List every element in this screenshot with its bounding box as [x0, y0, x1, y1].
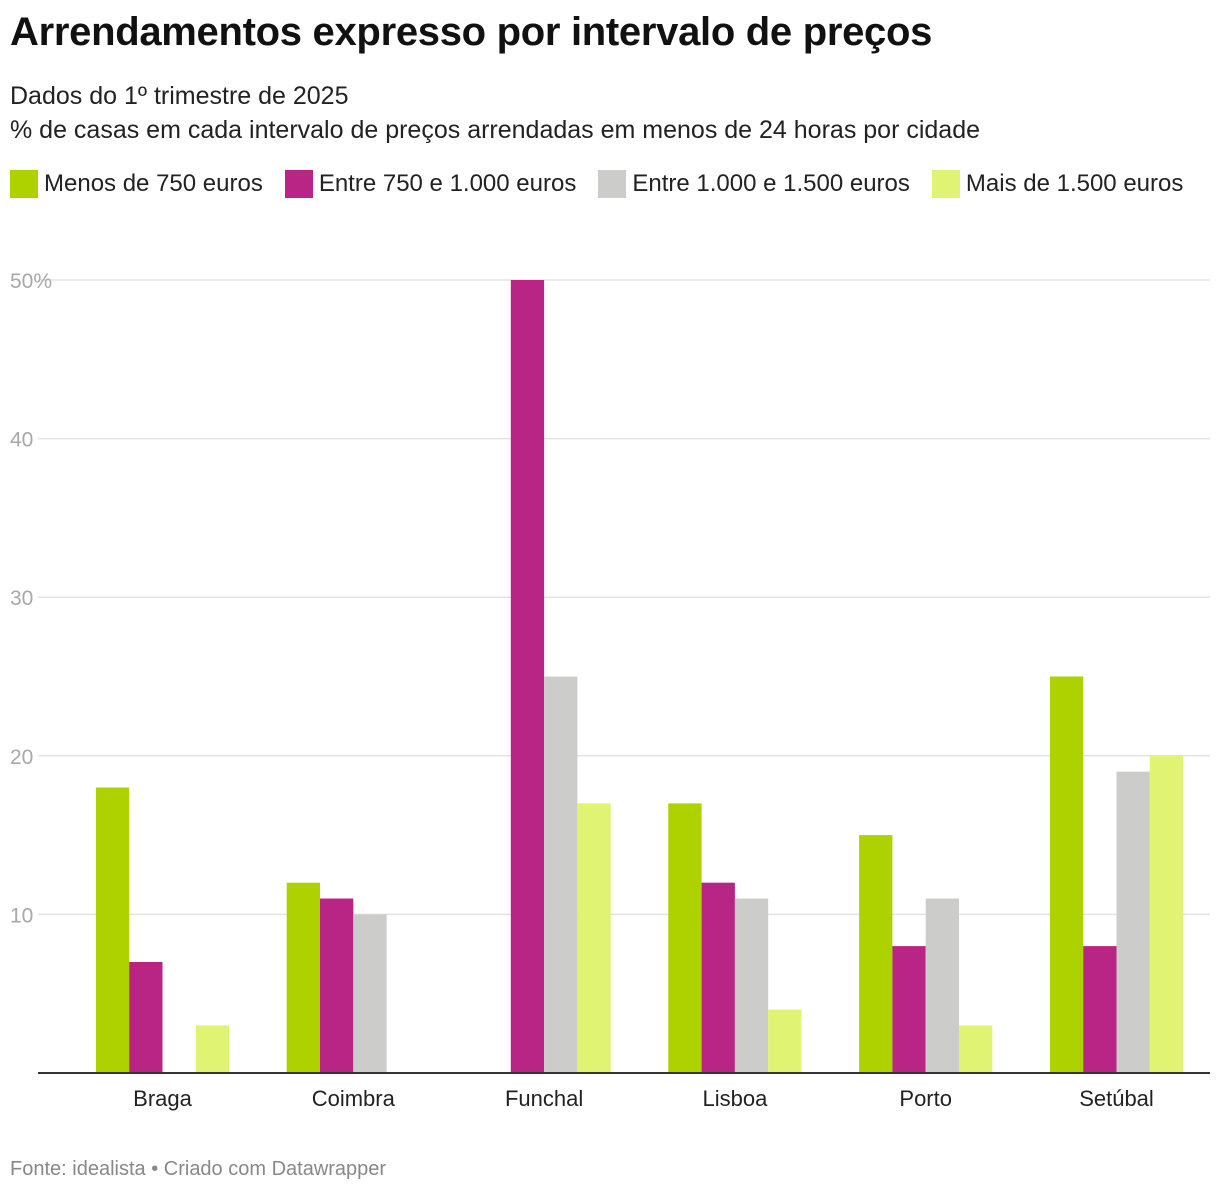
bar — [892, 946, 926, 1073]
legend-label-series-3: Mais de 1.500 euros — [965, 170, 1184, 197]
legend-item-series-2: Entre 1.000 e 1.500 euros — [598, 170, 910, 198]
y-tick-label: 20 — [10, 746, 33, 769]
footer-separator: • — [145, 1158, 164, 1180]
legend-item-series-0: Menos de 750 euros — [10, 170, 263, 198]
credit-note: Criado com Datawrapper — [163, 1158, 387, 1180]
bar — [1083, 946, 1117, 1073]
x-tick-label: Funchal — [505, 1086, 583, 1111]
x-tick-label: Lisboa — [702, 1086, 768, 1111]
bar — [510, 280, 545, 1073]
y-tick-label: 10 — [10, 904, 33, 927]
chart-subtitle-date: Dados do 1º trimestre de 2025 — [10, 82, 349, 110]
bar — [959, 1025, 993, 1073]
legend-item-series-1: Entre 750 e 1.000 euros — [284, 170, 577, 198]
x-tick-label: Coimbra — [312, 1086, 396, 1111]
bar — [768, 1009, 802, 1073]
legend-label-series-2: Entre 1.000 e 1.500 euros — [632, 170, 910, 197]
legend-label-series-1: Entre 750 e 1.000 euros — [318, 170, 577, 197]
x-tick-label: Setúbal — [1079, 1086, 1154, 1111]
bar — [734, 898, 769, 1073]
bar — [195, 1025, 230, 1073]
bar — [320, 898, 354, 1073]
chart-title: Arrendamentos expresso por intervalo de … — [10, 10, 933, 54]
x-tick-label: Braga — [133, 1086, 192, 1111]
y-tick-label: 30 — [10, 587, 33, 610]
bar — [925, 898, 959, 1073]
bar — [859, 835, 893, 1073]
x-tick-label: Porto — [899, 1086, 952, 1111]
bar — [701, 882, 735, 1073]
y-tick-label: 40 — [10, 429, 33, 452]
bar — [577, 803, 611, 1073]
bar — [1049, 676, 1084, 1073]
bar — [544, 676, 578, 1073]
bar — [668, 803, 702, 1073]
legend-swatch-series-0 — [10, 170, 38, 198]
legend: Menos de 750 euros Entre 750 e 1.000 eur… — [10, 170, 1205, 198]
y-tick-label: 50% — [10, 270, 52, 293]
source-note: Fonte: idealista — [10, 1158, 146, 1180]
bar — [1116, 771, 1150, 1073]
bar — [129, 961, 163, 1073]
legend-swatch-series-3 — [931, 170, 960, 198]
legend-label-series-0: Menos de 750 euros — [44, 170, 263, 197]
chart-footer: Fonte: idealista • Criado com Datawrappe… — [10, 1158, 386, 1181]
bar — [1149, 755, 1184, 1073]
legend-swatch-series-2 — [598, 170, 627, 198]
chart-subtitle-description: % de casas em cada intervalo de preços a… — [10, 116, 981, 144]
bar-chart: 10 20 30 40 50% Braga Coimbra Funchal Lisboa Port… — [10, 270, 1210, 1111]
legend-item-series-3: Mais de 1.500 euros — [931, 170, 1184, 198]
bar — [95, 787, 130, 1073]
bar — [286, 882, 320, 1073]
legend-swatch-series-1 — [284, 170, 313, 198]
bar — [353, 914, 387, 1073]
